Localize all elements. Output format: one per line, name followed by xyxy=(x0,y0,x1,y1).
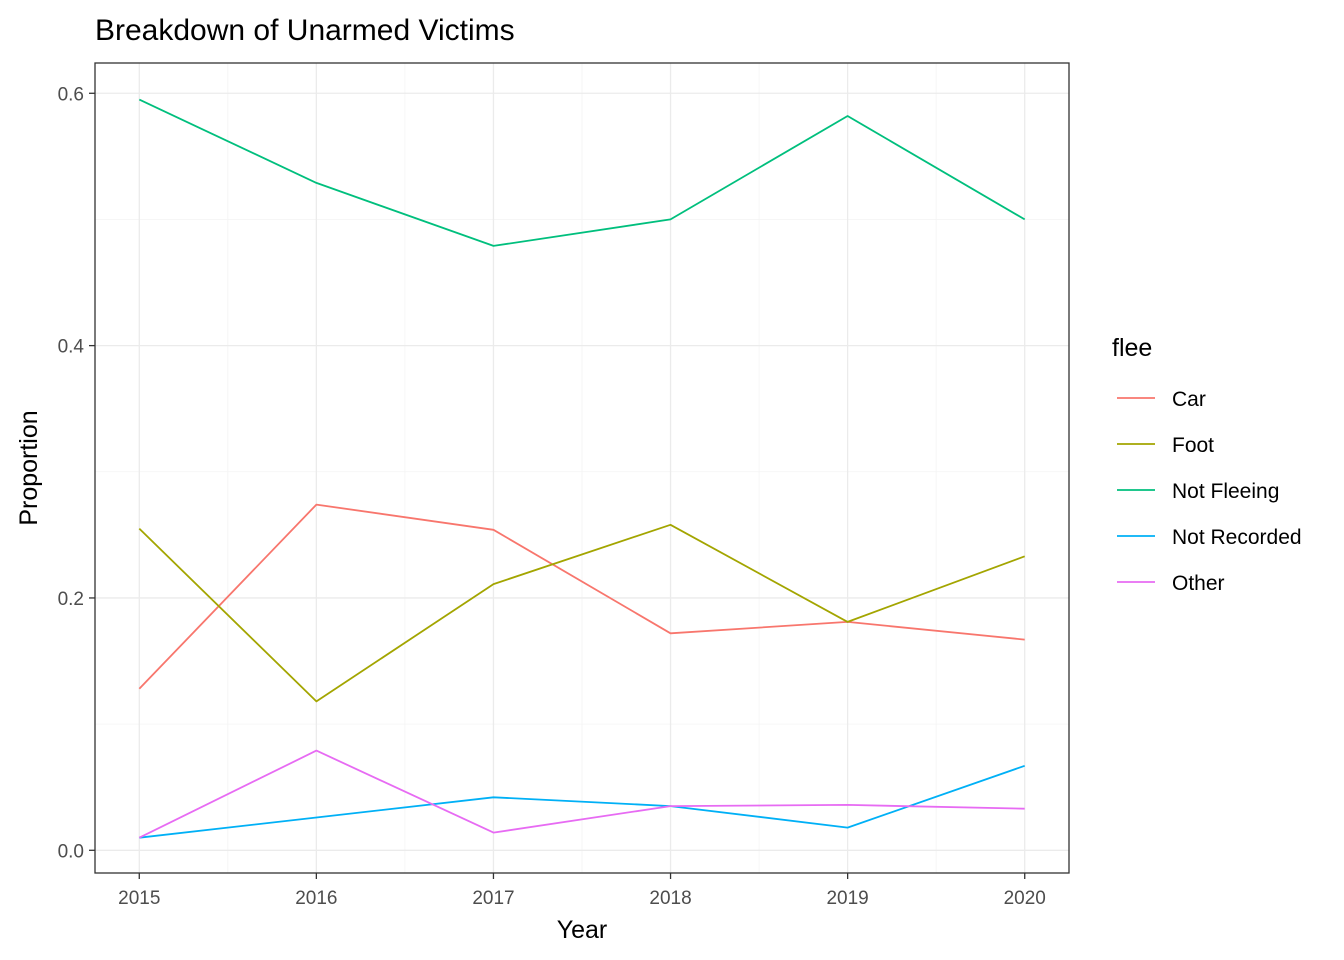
y-tick-label: 0.2 xyxy=(58,589,84,610)
y-tick-label: 0.6 xyxy=(58,84,84,105)
series-line-car xyxy=(138,503,1025,690)
legend-items: Car Foot Not Fleeing Not Recorded Other xyxy=(1117,388,1302,595)
x-tick-label: 2020 xyxy=(1004,888,1046,909)
y-tick-label: 0.4 xyxy=(58,337,85,358)
series-line-not-fleeing xyxy=(138,98,1026,247)
x-axis-title: Year xyxy=(557,916,608,944)
minor-gridlines-x xyxy=(227,63,937,873)
legend-label-other: Other xyxy=(1172,572,1225,595)
series-line-not-recorded xyxy=(139,764,1025,839)
legend-title: flee xyxy=(1112,334,1152,362)
y-axis-title: Proportion xyxy=(15,410,43,525)
legend-label-car: Car xyxy=(1172,388,1206,411)
series-line-other xyxy=(138,749,1025,839)
major-gridlines-y xyxy=(95,92,1069,851)
x-tick-label: 2017 xyxy=(472,888,514,909)
legend-item-other: Other xyxy=(1117,572,1225,595)
chart-title: Breakdown of Unarmed Victims xyxy=(95,14,515,47)
plot-panel-border xyxy=(94,62,1070,874)
x-tick-label: 2018 xyxy=(649,888,691,909)
major-gridlines-x xyxy=(138,63,1026,873)
x-axis-ticks: 2015 2016 2017 2018 2019 2020 xyxy=(118,873,1046,909)
legend: flee Car Foot Not Fleeing Not Recorded Other xyxy=(1112,334,1302,595)
legend-item-foot: Foot xyxy=(1117,434,1214,457)
x-tick-label: 2016 xyxy=(295,888,337,909)
legend-item-not-recorded: Not Recorded xyxy=(1117,526,1302,549)
x-tick-label: 2015 xyxy=(118,888,160,909)
legend-label-not-recorded: Not Recorded xyxy=(1172,526,1302,549)
legend-item-not-fleeing: Not Fleeing xyxy=(1117,480,1279,503)
series-line-foot xyxy=(138,523,1026,703)
y-axis-ticks: 0.0 0.2 0.4 0.6 xyxy=(58,84,95,862)
legend-label-foot: Foot xyxy=(1172,434,1214,457)
minor-gridlines-y xyxy=(95,219,1069,725)
series-layer xyxy=(138,98,1026,839)
x-tick-label: 2019 xyxy=(826,888,868,909)
legend-item-car: Car xyxy=(1117,388,1206,411)
y-tick-label: 0.0 xyxy=(58,841,84,862)
legend-label-not-fleeing: Not Fleeing xyxy=(1172,480,1279,503)
